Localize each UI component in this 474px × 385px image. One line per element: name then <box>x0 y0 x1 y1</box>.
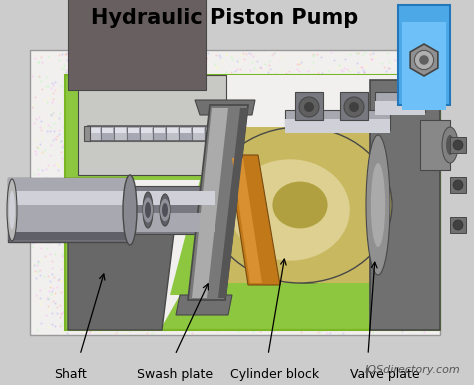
Bar <box>285 119 390 133</box>
Bar <box>450 177 466 193</box>
Bar <box>420 120 450 170</box>
Bar <box>89 128 100 133</box>
Polygon shape <box>68 200 178 330</box>
Ellipse shape <box>143 192 153 228</box>
Circle shape <box>453 180 463 190</box>
Bar <box>68 0 206 90</box>
Polygon shape <box>78 295 180 330</box>
Polygon shape <box>153 126 166 141</box>
Polygon shape <box>127 126 140 141</box>
Ellipse shape <box>7 179 17 241</box>
Polygon shape <box>78 75 340 165</box>
Bar <box>370 80 440 330</box>
Polygon shape <box>78 180 200 295</box>
Polygon shape <box>205 126 218 141</box>
Bar <box>125 186 215 234</box>
Circle shape <box>453 140 463 150</box>
Polygon shape <box>176 295 232 315</box>
Bar <box>8 178 130 242</box>
Ellipse shape <box>9 191 15 229</box>
Text: Valve plate: Valve plate <box>350 368 420 381</box>
Polygon shape <box>192 126 205 141</box>
Bar <box>125 213 215 232</box>
Bar <box>65 75 440 330</box>
Text: Shaft: Shaft <box>54 368 86 381</box>
Bar <box>375 101 425 115</box>
Bar <box>180 128 191 133</box>
Circle shape <box>304 102 314 112</box>
Ellipse shape <box>366 135 390 275</box>
Bar <box>193 128 204 133</box>
Polygon shape <box>340 75 440 185</box>
Ellipse shape <box>162 203 168 217</box>
Bar <box>208 127 392 283</box>
Bar <box>84 126 90 141</box>
Circle shape <box>344 97 364 117</box>
Bar <box>340 92 368 120</box>
Text: Hydraulic Piston Pump: Hydraulic Piston Pump <box>91 8 359 28</box>
Text: Swash plate: Swash plate <box>137 368 213 381</box>
Bar <box>141 128 152 133</box>
Circle shape <box>453 220 463 230</box>
Bar <box>125 191 215 205</box>
Circle shape <box>419 55 429 65</box>
Polygon shape <box>114 126 127 141</box>
Polygon shape <box>232 158 262 283</box>
Bar <box>115 128 126 133</box>
Ellipse shape <box>230 159 350 261</box>
Bar <box>128 128 139 133</box>
Ellipse shape <box>145 202 151 218</box>
Ellipse shape <box>216 127 400 283</box>
Bar <box>206 128 217 133</box>
Bar <box>295 92 323 120</box>
Ellipse shape <box>160 194 170 226</box>
Bar <box>402 22 446 110</box>
Ellipse shape <box>442 127 458 163</box>
Bar <box>154 128 165 133</box>
Ellipse shape <box>446 135 454 155</box>
Bar <box>167 128 178 133</box>
Circle shape <box>349 102 359 112</box>
Polygon shape <box>101 126 114 141</box>
Ellipse shape <box>143 198 153 223</box>
Bar <box>375 92 425 112</box>
Bar <box>450 217 466 233</box>
Bar <box>8 232 130 240</box>
Circle shape <box>414 50 434 70</box>
Polygon shape <box>218 108 248 298</box>
Bar <box>216 126 222 141</box>
Polygon shape <box>228 155 280 285</box>
Bar <box>102 128 113 133</box>
Polygon shape <box>192 108 228 298</box>
Polygon shape <box>188 105 248 300</box>
Bar <box>8 191 130 205</box>
Ellipse shape <box>273 182 328 228</box>
Polygon shape <box>230 75 440 175</box>
Polygon shape <box>179 126 192 141</box>
Ellipse shape <box>208 127 392 283</box>
Bar <box>78 75 226 175</box>
Ellipse shape <box>123 175 137 245</box>
Bar <box>450 137 466 153</box>
Polygon shape <box>195 100 255 115</box>
Ellipse shape <box>160 199 170 221</box>
Circle shape <box>299 97 319 117</box>
Bar <box>285 110 390 130</box>
Bar <box>30 50 440 335</box>
Text: Cylinder block: Cylinder block <box>230 368 319 381</box>
Polygon shape <box>88 126 101 141</box>
Bar <box>398 5 450 105</box>
Polygon shape <box>166 126 179 141</box>
Text: IQSdirectory.com: IQSdirectory.com <box>364 365 460 375</box>
Polygon shape <box>140 126 153 141</box>
Polygon shape <box>410 44 438 76</box>
Ellipse shape <box>371 163 385 247</box>
Bar <box>8 178 130 240</box>
